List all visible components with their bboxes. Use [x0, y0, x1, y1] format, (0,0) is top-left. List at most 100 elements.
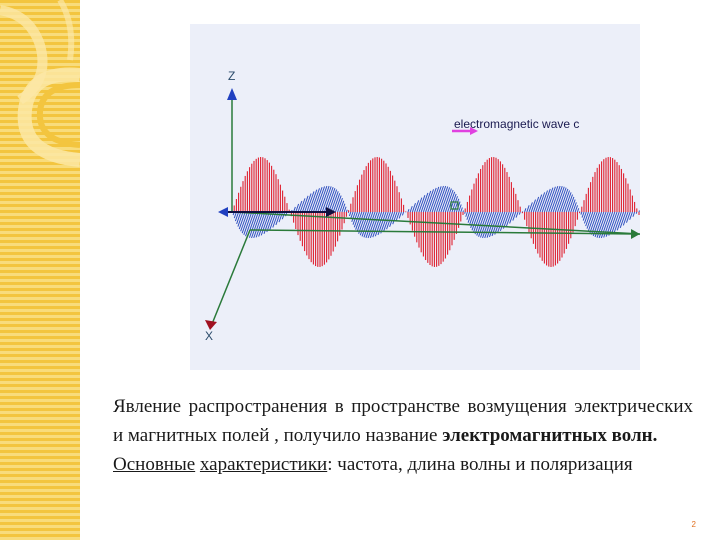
b-field-line [361, 211, 372, 237]
b-field-line [554, 186, 565, 213]
b-field-line [585, 211, 592, 227]
characteristics-list: : частота, длина волны и поляризация [327, 454, 633, 475]
b-field-line [442, 188, 452, 213]
b-field-line [339, 200, 345, 213]
b-field-line [355, 211, 363, 230]
b-field-line [356, 211, 365, 232]
b-field-line [635, 211, 638, 214]
b-field-line [471, 211, 479, 231]
b-field-line [482, 211, 493, 239]
b-field-line [576, 208, 580, 213]
b-field-line [548, 186, 559, 213]
b-field-line [345, 209, 348, 213]
b-field-line [497, 211, 506, 234]
b-field-line [433, 185, 444, 213]
b-field-line [251, 211, 262, 239]
b-field-line [512, 211, 517, 221]
b-field-line [238, 211, 246, 230]
b-field-line [414, 200, 420, 213]
b-field-line [568, 196, 575, 213]
point-marker-icon [450, 201, 459, 210]
b-field-line [559, 188, 569, 213]
b-field-line [541, 188, 551, 213]
b-field-line [438, 186, 449, 213]
b-field-line [367, 211, 378, 239]
b-field-line [458, 204, 462, 213]
b-field-line [474, 211, 484, 235]
b-field-line [502, 211, 510, 229]
b-field-line [401, 211, 405, 216]
b-field-line [315, 186, 326, 213]
b-field-line [543, 187, 554, 213]
x-axis-line [211, 229, 251, 325]
b-field-line [610, 211, 620, 235]
b-field-line [260, 211, 270, 236]
b-field-line [526, 205, 530, 213]
b-field-line [530, 199, 537, 213]
b-field-line [552, 186, 563, 213]
b-field-line [528, 202, 533, 213]
b-field-line [436, 185, 447, 213]
b-field-line [570, 199, 576, 213]
decorative-sidebar [0, 0, 80, 540]
b-field-line [586, 211, 594, 229]
origin-arrow-icon [218, 207, 228, 217]
b-field-line [317, 185, 328, 213]
b-field-line [480, 211, 490, 238]
b-field-line [337, 197, 343, 213]
b-field-line [395, 211, 400, 222]
b-field-line [348, 211, 352, 217]
b-field-line [248, 211, 259, 238]
b-field-line [484, 211, 495, 239]
z-axis-label: Z [228, 69, 235, 83]
b-field-line [332, 193, 341, 213]
b-field-line [411, 203, 416, 213]
b-field-line [380, 211, 389, 234]
b-field-line [518, 211, 521, 215]
b-field-line [515, 211, 519, 218]
b-field-line [253, 211, 264, 239]
b-field-line [358, 211, 367, 234]
b-field-line [622, 211, 629, 226]
b-field-line [444, 189, 454, 213]
b-field-line [389, 211, 396, 227]
b-field-line [532, 196, 540, 213]
z-axis-arrow-icon [227, 88, 237, 100]
b-field-line [372, 211, 383, 238]
legend-label: electromagnetic wave c [454, 117, 579, 131]
b-field-line [334, 195, 342, 213]
b-field-line [310, 188, 320, 213]
x-axis-label: X [205, 329, 213, 343]
b-field-line [392, 211, 398, 225]
b-field-line [505, 211, 512, 227]
b-field-line [343, 206, 347, 213]
b-field-line [407, 209, 410, 213]
b-field-line [374, 211, 385, 237]
main-word: Основные [113, 454, 196, 475]
b-field-line [629, 211, 633, 220]
b-field-line [557, 187, 567, 213]
b-field-line [281, 211, 286, 220]
b-field-line [306, 191, 315, 213]
b-field-line [466, 211, 471, 220]
b-field-line [234, 211, 240, 222]
main-text: Явление распространения в пространстве в… [113, 392, 693, 479]
b-field-line [295, 203, 300, 213]
b-field-line [365, 211, 376, 239]
b-field-line [323, 186, 334, 213]
b-field-line [308, 189, 318, 213]
b-field-line [561, 190, 571, 213]
b-field-line [422, 190, 432, 213]
b-field-line [616, 211, 625, 231]
b-field-line [328, 189, 338, 213]
b-field-line [429, 186, 440, 213]
b-field-line [330, 191, 339, 213]
definition-text: Явление распространения в пространстве в… [113, 396, 693, 446]
propagation-axis [231, 211, 640, 235]
b-field-line [467, 211, 473, 223]
b-field-line [563, 192, 572, 213]
sidebar-swirl-icon [0, 0, 80, 167]
b-field-line [440, 187, 451, 213]
b-field-line [266, 211, 275, 233]
b-field-line [312, 187, 323, 213]
